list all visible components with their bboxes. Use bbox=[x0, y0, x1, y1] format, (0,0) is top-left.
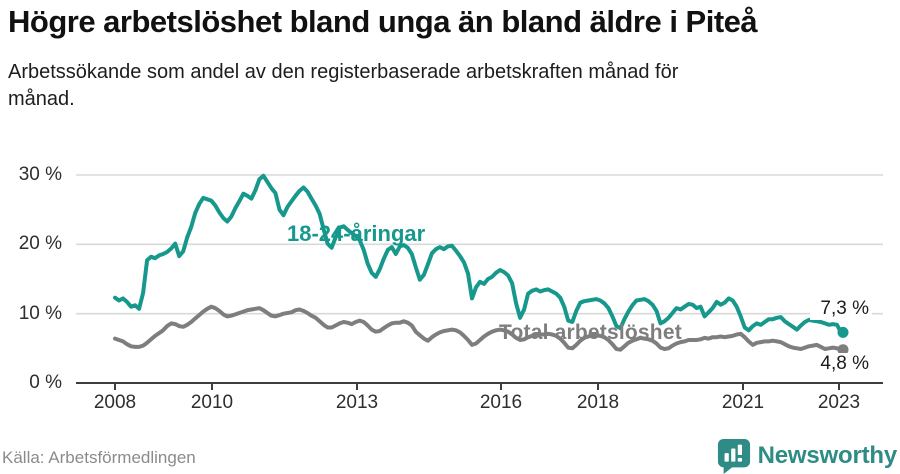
series-label-total-arbetsloshet: Total arbetslöshet bbox=[499, 321, 682, 344]
newsworthy-logo: Newsworthy bbox=[717, 438, 897, 474]
end-value-youth: 7,3 % bbox=[810, 298, 872, 320]
newsworthy-bars-icon bbox=[717, 439, 750, 474]
y-tick-30: 30 % bbox=[18, 164, 62, 185]
gridlines bbox=[76, 174, 883, 315]
x-tick-2018: 2018 bbox=[576, 392, 620, 413]
x-tick-2013: 2013 bbox=[335, 392, 379, 413]
y-tick-0: 0 % bbox=[29, 372, 62, 393]
endpoint-dot-total bbox=[837, 344, 849, 356]
y-tick-20: 20 % bbox=[18, 233, 62, 254]
line-18-24-aringar bbox=[113, 173, 843, 335]
x-tick-2023: 2023 bbox=[817, 392, 861, 413]
x-tick-2010: 2010 bbox=[190, 392, 234, 413]
y-tick-10: 10 % bbox=[18, 302, 62, 324]
brand-name: Newsworthy bbox=[757, 442, 898, 469]
source-note: Källa: Arbetsförmedlingen bbox=[2, 448, 196, 467]
series-label-18-24-aringar: 18-24-åringar bbox=[287, 221, 426, 246]
end-value-total: 4,8 % bbox=[810, 353, 872, 375]
x-tick-2016: 2016 bbox=[479, 392, 523, 413]
x-tick-2008: 2008 bbox=[93, 392, 137, 413]
x-tick-2021: 2021 bbox=[721, 392, 765, 413]
chart-subtitle: Arbetssökande som andel av den registerb… bbox=[8, 61, 679, 110]
endpoint-dot-youth bbox=[837, 326, 849, 338]
line-total-arbetsloshet bbox=[113, 304, 843, 352]
x-axis bbox=[76, 382, 883, 390]
page-title: Högre arbetslöshet bland unga än bland ä… bbox=[8, 4, 758, 39]
